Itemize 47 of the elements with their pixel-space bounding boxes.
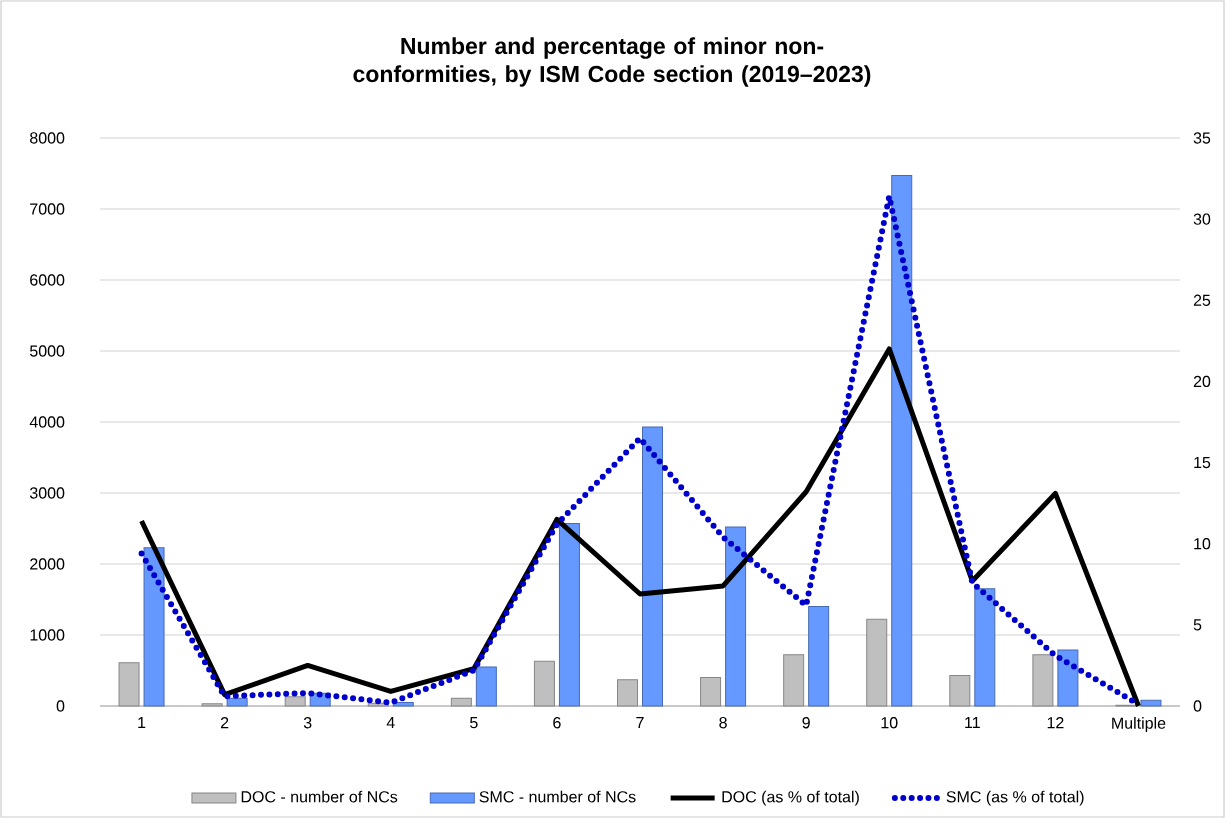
bar: [642, 426, 664, 707]
x-tick-label: 7: [636, 717, 644, 729]
y2-tick-label: 15: [1194, 456, 1211, 469]
bar: [974, 588, 996, 707]
chart-title: Number and percentage of minor non-conformities, by ISM Code section (2019–2023): [353, 37, 871, 87]
x-tick-label: 4: [386, 717, 395, 729]
legend-label: DOC - number of NCs: [241, 790, 398, 803]
y-tick-label: 0: [56, 700, 65, 712]
y-tick-label: 8000: [30, 132, 65, 144]
x-tick-label: 8: [719, 717, 727, 729]
y-tick-label: 5000: [29, 345, 65, 357]
x-tick-label: 3: [303, 717, 312, 729]
x-tick-label: 10: [881, 717, 898, 729]
bar: [725, 526, 747, 707]
y2-tick-label: 25: [1193, 294, 1211, 306]
y-tick-label: 6000: [30, 274, 65, 286]
bar: [226, 697, 248, 707]
bar: [558, 523, 580, 707]
bar: [475, 666, 497, 707]
x-tick-label: Multiple: [1112, 717, 1166, 732]
y2-tick-label: 20: [1193, 375, 1211, 388]
bar: [808, 606, 830, 707]
legend-label: SMC (as % of total): [946, 790, 1084, 806]
bar: [1140, 699, 1162, 707]
legend-label: SMC - number of NCs: [479, 790, 636, 803]
y2-tick-label: 35: [1193, 132, 1211, 144]
y2-tick-label: 30: [1193, 213, 1211, 225]
x-tick-label: 2: [220, 717, 229, 729]
y-tick-label: 2000: [30, 558, 65, 570]
bar: [392, 701, 414, 707]
bar: [143, 547, 165, 707]
legend-label: DOC (as % of total): [722, 790, 859, 806]
x-tick-label: 6: [553, 717, 561, 729]
y-tick-label: 1000: [30, 629, 65, 641]
bar: [891, 175, 913, 707]
x-tick-label: 9: [802, 717, 810, 729]
x-tick-label: 11: [965, 717, 980, 729]
x-tick-label: 12: [1047, 717, 1064, 729]
bar: [1057, 649, 1079, 707]
x-tick-label: 1: [138, 717, 146, 729]
y2-tick-label: 5: [1193, 619, 1202, 631]
y2-tick-label: 10: [1194, 538, 1211, 550]
y-tick-label: 7000: [30, 203, 65, 215]
y-tick-label: 3000: [29, 487, 65, 499]
x-tick-label: 5: [470, 717, 478, 729]
y2-tick-label: 0: [1193, 700, 1202, 712]
y-tick-label: 4000: [29, 416, 65, 428]
